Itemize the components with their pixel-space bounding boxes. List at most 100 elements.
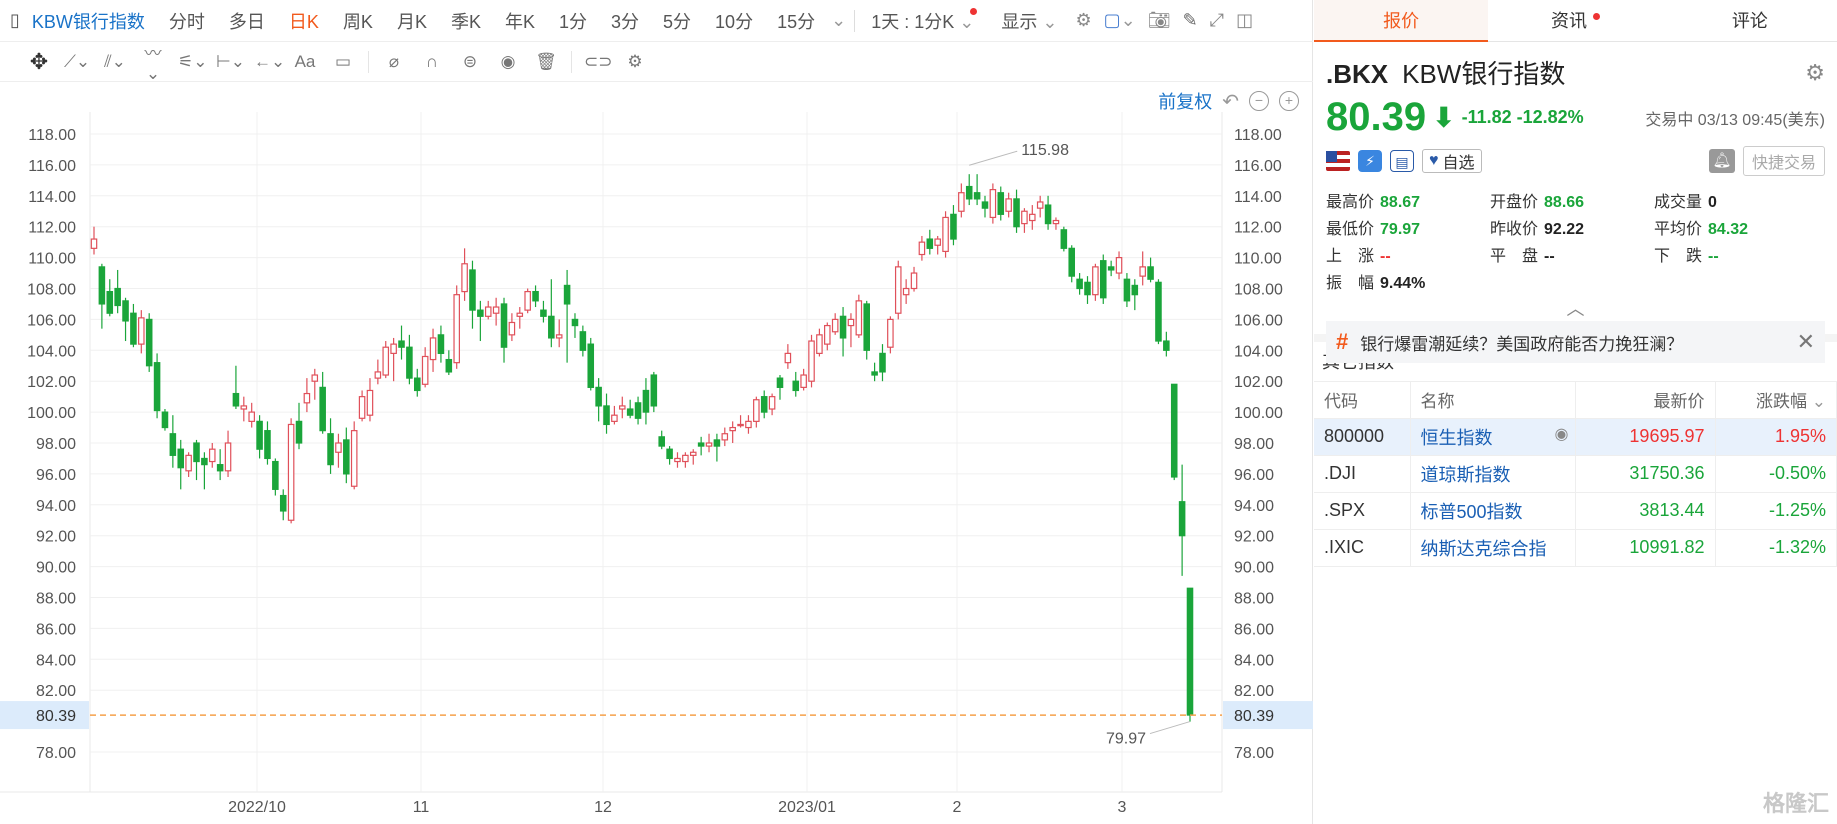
candle[interactable] [792, 371, 800, 397]
candle[interactable] [1044, 195, 1052, 230]
candle[interactable] [824, 322, 831, 351]
candle[interactable] [1107, 260, 1115, 277]
candle[interactable] [816, 328, 823, 357]
candle[interactable] [145, 313, 153, 372]
comment-icon[interactable]: ▭ [334, 51, 352, 71]
chevron-down-icon[interactable]: ⌄ [831, 10, 847, 30]
layout-icon[interactable]: ▢⌄ [1103, 10, 1136, 30]
zoom-out-icon[interactable]: − [1249, 91, 1269, 111]
news-banner[interactable]: # 银行爆雷潮延续？美国政府能否力挽狂澜？ ✕ [1326, 321, 1825, 363]
text-icon[interactable]: Aa [294, 51, 316, 71]
candle[interactable] [1084, 276, 1091, 304]
candle[interactable] [279, 489, 287, 521]
candle[interactable] [847, 313, 855, 348]
candle[interactable] [918, 235, 926, 261]
panel-toggle-icon[interactable]: ▯ [10, 10, 20, 30]
candle[interactable] [461, 248, 468, 301]
table-row[interactable]: .IXIC 纳斯达克综合指 10991.82 -1.32% [1314, 529, 1837, 567]
candle[interactable] [1021, 208, 1028, 233]
candle[interactable] [153, 353, 161, 419]
bell-icon[interactable]: 🔔︎ [1708, 149, 1735, 173]
candle[interactable] [705, 433, 713, 453]
candle[interactable] [248, 402, 255, 428]
candle[interactable] [1092, 263, 1099, 301]
candle[interactable] [1139, 251, 1146, 286]
candle[interactable] [571, 313, 579, 338]
candle[interactable] [737, 415, 744, 428]
candle[interactable] [650, 371, 658, 413]
fib-icon[interactable]: ⚟⌄ [178, 51, 208, 71]
candle[interactable] [90, 226, 98, 255]
candle[interactable] [1163, 331, 1170, 357]
candle[interactable] [208, 443, 216, 468]
move-icon[interactable]: ✥ [29, 48, 49, 74]
candle[interactable] [674, 452, 681, 468]
magnet-icon[interactable]: ∩ [425, 51, 439, 71]
candle[interactable] [595, 378, 602, 422]
note-icon[interactable]: ▤ [1390, 150, 1414, 172]
candle[interactable] [1076, 273, 1083, 295]
candle[interactable] [887, 316, 894, 354]
candle[interactable] [626, 399, 634, 419]
candle[interactable] [350, 421, 358, 490]
candle[interactable] [240, 396, 248, 422]
candle[interactable] [839, 307, 847, 357]
candle[interactable] [587, 337, 595, 391]
candle[interactable] [216, 449, 224, 481]
camera-icon[interactable]: 📷︎ [1147, 10, 1171, 30]
adjust-select[interactable]: 前复权 [1158, 92, 1213, 112]
candle[interactable] [177, 439, 185, 490]
tab-comments[interactable]: 评论 [1663, 0, 1837, 41]
candle[interactable] [753, 396, 760, 428]
col-name[interactable]: 名称 [1410, 382, 1576, 419]
candle[interactable] [98, 263, 106, 329]
candle[interactable] [894, 260, 902, 320]
period-10min[interactable]: 10分 [715, 11, 754, 32]
period-15min[interactable]: 15分 [777, 11, 816, 32]
candle[interactable] [1186, 587, 1194, 722]
candle[interactable] [942, 211, 949, 258]
candle[interactable] [295, 402, 303, 450]
candle[interactable] [398, 325, 405, 360]
eraser-icon[interactable]: ⌀ [388, 51, 400, 71]
period-monthly[interactable]: 月K [396, 11, 427, 32]
candle[interactable] [114, 269, 121, 314]
candle[interactable] [776, 375, 784, 400]
candle[interactable] [492, 297, 500, 326]
col-code[interactable]: 代码 [1314, 382, 1411, 419]
candle[interactable] [335, 433, 342, 468]
table-row[interactable]: 800000 恒生指数 ◉ 19695.97 1.95% [1314, 418, 1837, 456]
interval-select[interactable]: 1天 : 1分K ⌄ [859, 7, 989, 34]
gear-icon[interactable]: ⚙ [1805, 60, 1825, 85]
sidebar-icon[interactable]: ◫ [1236, 10, 1254, 30]
candle[interactable] [555, 319, 563, 348]
candle[interactable] [264, 421, 271, 465]
link-icon[interactable]: ⊂⊃ [584, 51, 613, 71]
candle[interactable] [1029, 205, 1036, 230]
candle[interactable] [169, 415, 177, 468]
candle[interactable] [1036, 195, 1044, 218]
candle[interactable] [989, 183, 997, 224]
candle[interactable] [413, 368, 421, 397]
eye-icon[interactable]: ◉ [1554, 425, 1569, 443]
candle[interactable] [1013, 189, 1020, 233]
candle[interactable] [658, 430, 665, 450]
period-yearly[interactable]: 年K [504, 11, 535, 32]
undo-icon[interactable]: ↶ [1222, 90, 1239, 113]
row-name[interactable]: 纳斯达克综合指 [1410, 529, 1576, 567]
settings-icon[interactable]: ⚙ [1075, 10, 1092, 30]
candle[interactable] [201, 452, 208, 490]
row-name[interactable]: 恒生指数 ◉ [1410, 418, 1576, 456]
close-icon[interactable]: ✕ [1796, 329, 1815, 354]
kline-chart[interactable]: 118.00 116.00 114.00 112.00 110.00 108.00 106.… [0, 82, 1313, 824]
candle[interactable] [950, 205, 957, 246]
candle[interactable] [1123, 273, 1131, 308]
candle[interactable] [477, 300, 484, 342]
candle[interactable] [1147, 257, 1154, 283]
candle[interactable] [689, 449, 697, 465]
row-name[interactable]: 道琼斯指数 [1410, 455, 1576, 493]
channel-icon[interactable]: ⫽⌄ [104, 51, 126, 71]
candle[interactable] [390, 337, 397, 382]
candle[interactable] [579, 325, 587, 357]
lock-icon[interactable]: ⊜ [462, 51, 478, 71]
